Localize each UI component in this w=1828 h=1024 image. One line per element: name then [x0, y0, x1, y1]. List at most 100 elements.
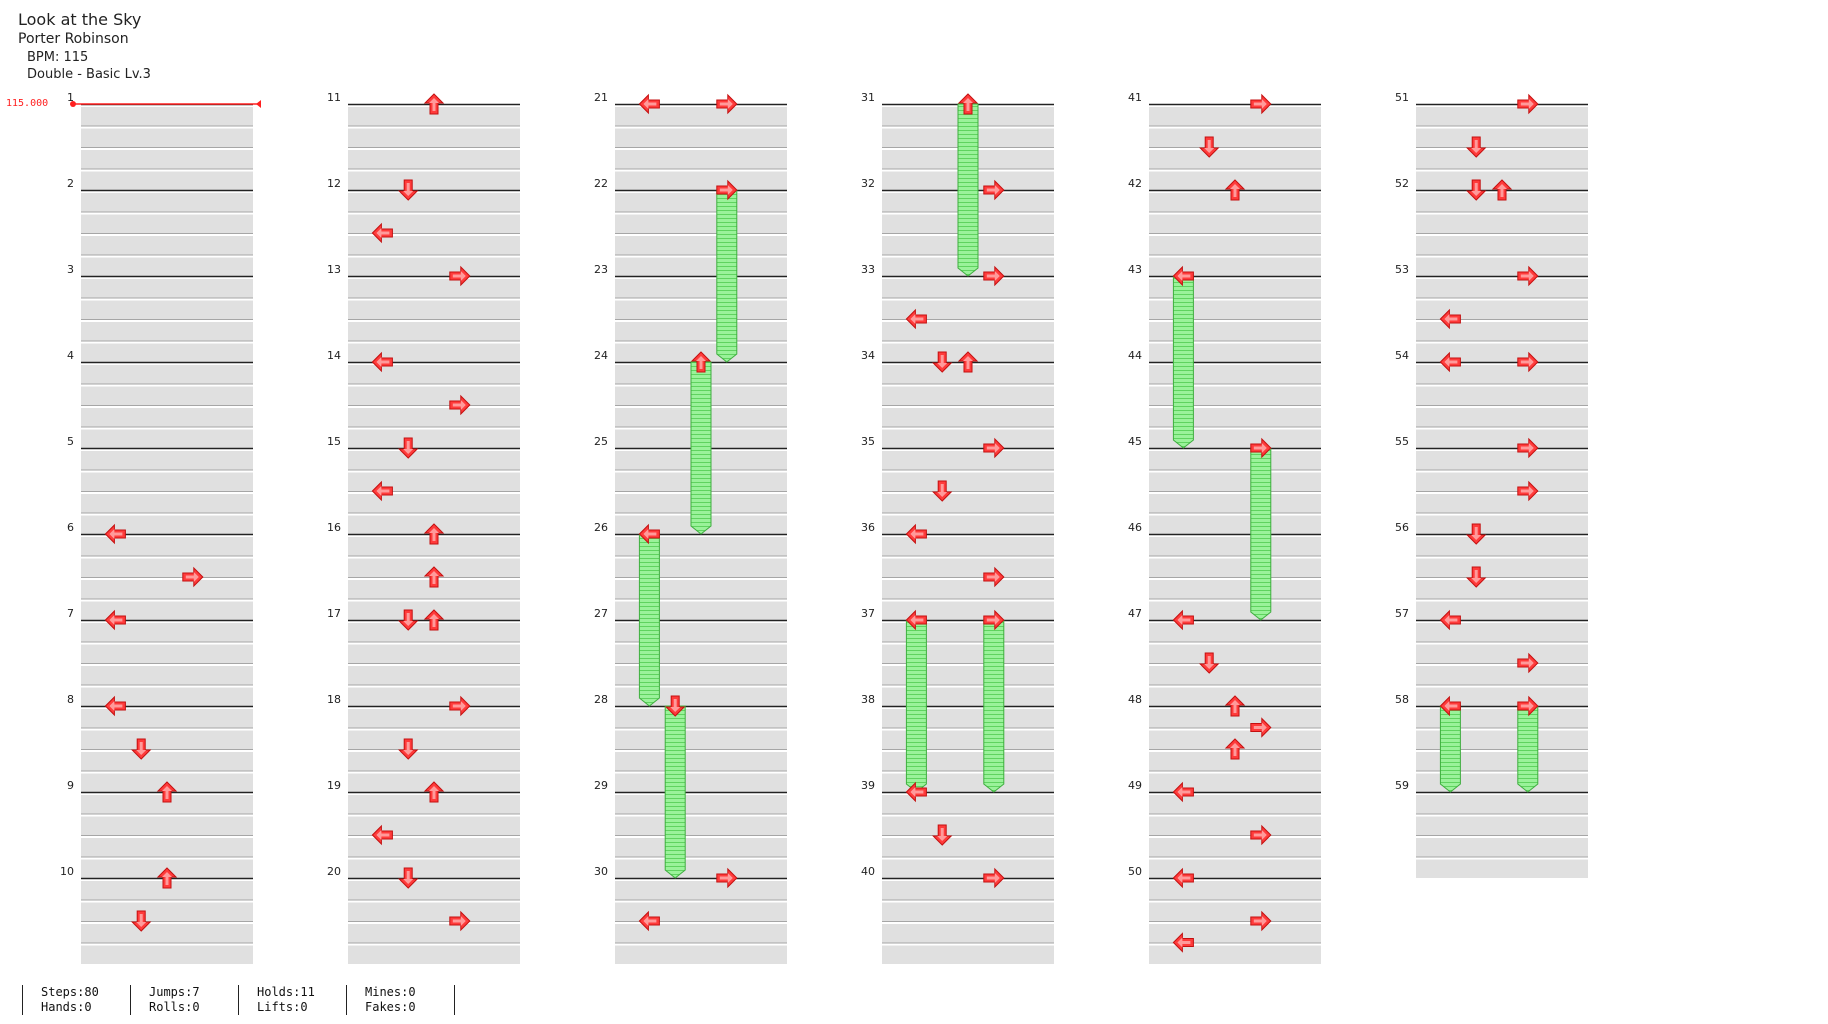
left-arrow-note [1172, 932, 1194, 953]
left-arrow-note [1172, 609, 1194, 631]
beat-band [348, 429, 520, 448]
up-arrow-note [1491, 179, 1513, 201]
beat-band [882, 494, 1054, 513]
down-arrow-note [397, 738, 419, 760]
down-arrow-note [664, 695, 686, 717]
beat-band [81, 730, 253, 749]
beat-band [348, 279, 520, 298]
beat-band [81, 580, 253, 599]
beat-band [348, 107, 520, 126]
beat-band [348, 236, 520, 255]
measure-number: 12 [327, 177, 341, 190]
song-bpm: BPM: 115 [27, 50, 89, 65]
beat-band [81, 343, 253, 362]
beat-band [81, 429, 253, 448]
beat-band [1149, 472, 1321, 491]
stat-divider [454, 985, 455, 1015]
beat-band [615, 171, 787, 190]
beat-band [348, 494, 520, 513]
beat-band [81, 236, 253, 255]
beat-band [348, 859, 520, 878]
beat-band [1416, 451, 1588, 470]
measure-number: 57 [1395, 607, 1409, 620]
beat-band [615, 107, 787, 126]
hold-note [983, 619, 1005, 793]
measure-number: 40 [861, 865, 875, 878]
right-arrow-note [449, 265, 471, 287]
right-arrow-note [182, 566, 204, 588]
stat-column: Holds:11 Lifts:0 [238, 985, 315, 1015]
stat-value: Hands:0 [41, 1000, 92, 1014]
measure-number: 21 [594, 91, 608, 104]
beat-band [1416, 365, 1588, 384]
beat-band [348, 171, 520, 190]
measure-column: 11 12 13 14 15 16 17 18 19 20 [327, 91, 520, 964]
measure-number: 29 [594, 779, 608, 792]
beat-band [1149, 214, 1321, 233]
right-arrow-note [983, 265, 1005, 287]
beat-band [348, 666, 520, 685]
measure-number: 54 [1395, 349, 1409, 362]
beat-band [348, 795, 520, 814]
bpm-change-label: 115.000 [6, 98, 49, 109]
measure-number: 48 [1128, 693, 1142, 706]
left-arrow-note [104, 609, 126, 631]
beat-band [882, 386, 1054, 405]
measure-column: 41 42 43 44 45 46 47 48 49 50 [1128, 91, 1321, 964]
stat-value: Rolls:0 [149, 1000, 200, 1014]
beat-band [1149, 515, 1321, 534]
beat-band [1416, 128, 1588, 147]
measure-number: 16 [327, 521, 341, 534]
hold-note [1517, 705, 1539, 793]
beat-band [615, 128, 787, 147]
up-arrow-note [1224, 738, 1246, 760]
beat-band [1149, 601, 1321, 620]
measure-number: 58 [1395, 693, 1409, 706]
measure-number: 25 [594, 435, 608, 448]
left-arrow-note [638, 523, 660, 545]
stat-value: Jumps:7 [149, 985, 200, 999]
beat-band [882, 795, 1054, 814]
measure-number: 19 [327, 779, 341, 792]
left-arrow-note [1439, 609, 1461, 631]
beat-band [81, 881, 253, 900]
stat-value: Fakes:0 [365, 1000, 416, 1014]
right-arrow-note [1517, 351, 1539, 373]
down-arrow-note [931, 824, 953, 846]
down-arrow-note [1465, 523, 1487, 545]
beat-band [1416, 193, 1588, 212]
chart-difficulty: Double - Basic Lv.3 [27, 67, 151, 82]
beat-band [348, 752, 520, 771]
beat-band [1416, 580, 1588, 599]
beat-band [1416, 687, 1588, 706]
beat-band [81, 838, 253, 857]
beat-band [1149, 795, 1321, 814]
beat-band [81, 945, 253, 964]
right-arrow-note [1517, 437, 1539, 459]
beat-band [882, 902, 1054, 921]
measure-number: 34 [861, 349, 875, 362]
beat-band [81, 300, 253, 319]
beat-band [348, 902, 520, 921]
down-arrow-note [130, 910, 152, 932]
beat-band [1416, 236, 1588, 255]
beat-band [348, 687, 520, 706]
beat-band [348, 322, 520, 341]
beat-band [882, 300, 1054, 319]
beat-band [1149, 945, 1321, 964]
beat-band [348, 730, 520, 749]
measure-column: 1 2 3 4 5 6 7 8 9 10 [60, 91, 253, 964]
beat-band [1416, 644, 1588, 663]
beat-band [81, 687, 253, 706]
measure-number: 33 [861, 263, 875, 276]
beat-band [1149, 881, 1321, 900]
right-arrow-note [449, 695, 471, 717]
beat-band [81, 601, 253, 620]
measure-number: 15 [327, 435, 341, 448]
right-arrow-note [716, 179, 738, 201]
beat-band [348, 945, 520, 964]
measure-number: 10 [60, 865, 74, 878]
up-arrow-note [957, 93, 979, 115]
beat-band [1416, 816, 1588, 835]
beat-band [348, 365, 520, 384]
